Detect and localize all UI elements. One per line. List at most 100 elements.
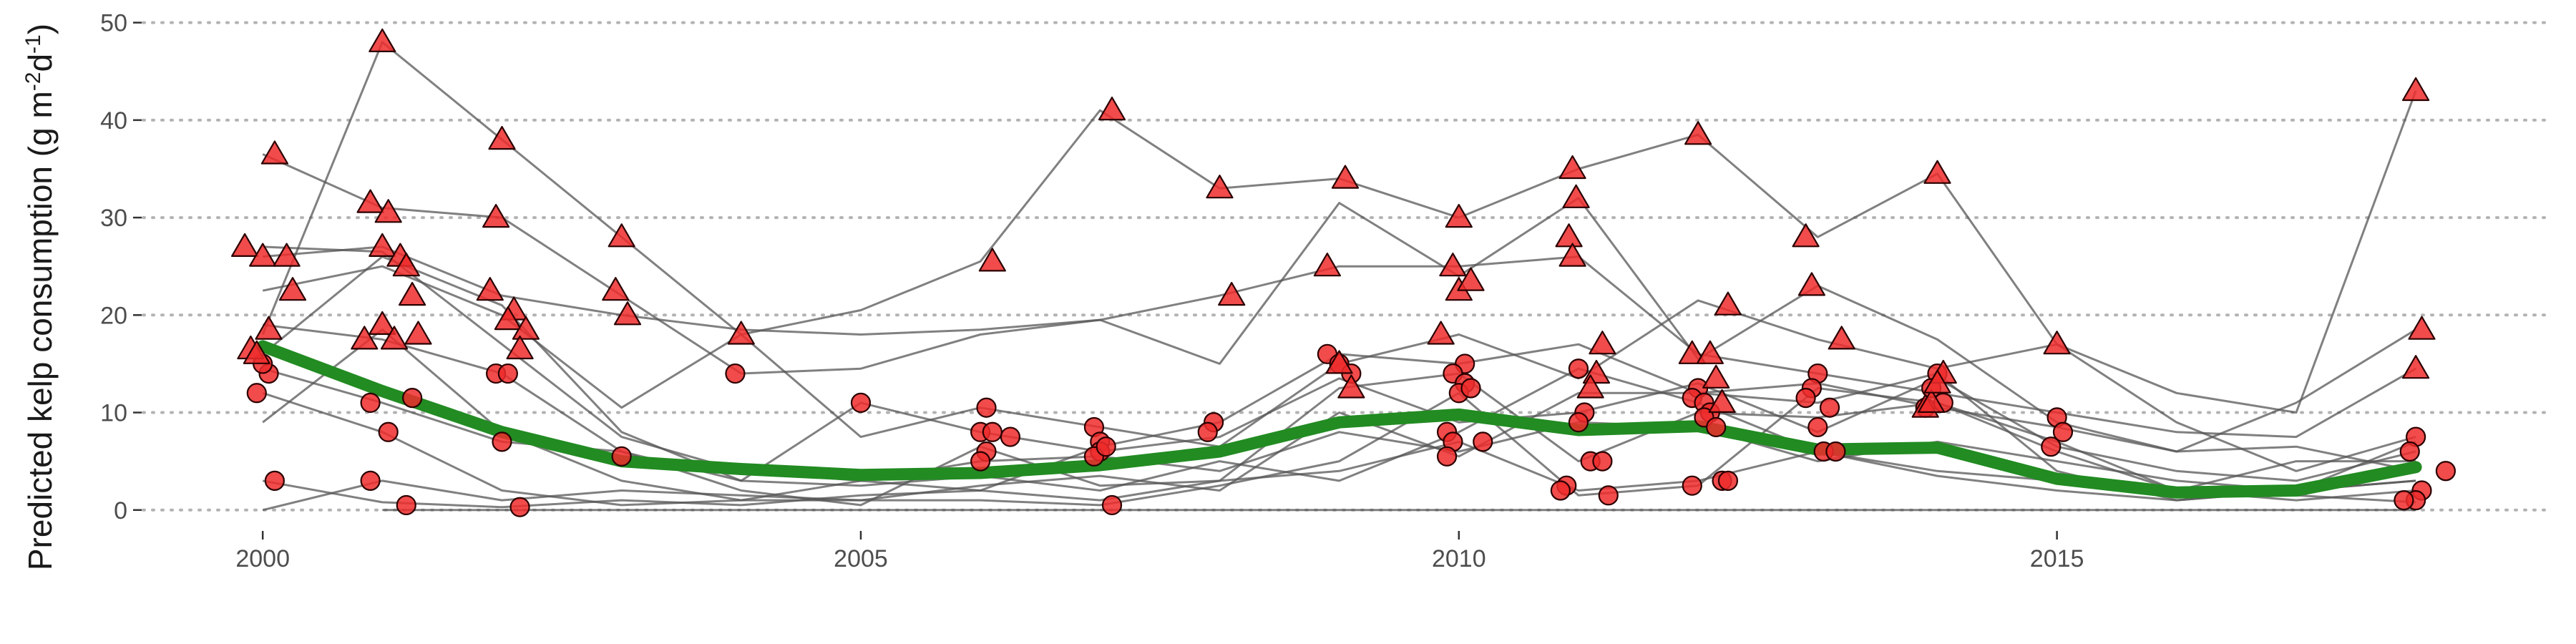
circle-point (1460, 378, 1481, 399)
triangle-point (1923, 369, 1951, 394)
triangle-point (278, 277, 307, 301)
triangle-point (1696, 340, 1724, 364)
triangle-point (1797, 272, 1825, 296)
circle-point (1819, 397, 1840, 418)
triangle-point (1427, 321, 1455, 345)
circle-point (970, 451, 991, 472)
triangle-point (1589, 331, 1616, 355)
triangle-point (369, 28, 396, 53)
triangle-point (356, 189, 384, 213)
triangle-point (608, 223, 635, 248)
triangle-point (1555, 223, 1583, 248)
triangle-point (482, 204, 510, 228)
triangle-point (231, 233, 259, 257)
triangle-point (1684, 121, 1712, 145)
y-tick-label: 30 (100, 205, 127, 232)
x-tick-label: 2010 (1432, 545, 1486, 572)
axes: 0 10 20 30 40 50 2000 2005 2010 2015 (100, 10, 2084, 572)
circle-point (982, 421, 1002, 442)
triangle-point (369, 233, 396, 257)
y-tick-label: 20 (100, 302, 127, 329)
circle-point (1473, 431, 1493, 452)
triangle-point (506, 335, 534, 360)
site-series-line (262, 440, 2416, 509)
triangle-point (2408, 316, 2436, 340)
triangle-point (1439, 253, 1467, 277)
circle-point (2052, 421, 2074, 442)
circle-point (850, 392, 872, 414)
circle-point (264, 470, 285, 491)
triangle-point (512, 316, 540, 340)
circle-point (497, 363, 518, 384)
circle-point (1825, 441, 1846, 462)
triangle-point (494, 306, 522, 331)
triangle-point (1678, 340, 1706, 364)
observation-points (231, 28, 2457, 517)
circle-point (1592, 451, 1613, 472)
triangle-point (1828, 326, 1855, 350)
triangle-point (351, 326, 379, 350)
circle-point (1717, 470, 1739, 491)
triangle-point (1457, 267, 1485, 291)
circle-point (976, 397, 997, 418)
circle-point (378, 421, 399, 442)
triangle-point (380, 326, 409, 350)
triangle-point (398, 282, 426, 306)
triangle-point (1337, 374, 1365, 399)
circle-point (360, 470, 381, 491)
circle-point (1682, 475, 1702, 496)
x-tick-label: 2000 (235, 545, 290, 572)
triangle-point (1325, 350, 1353, 374)
circle-point (396, 494, 416, 516)
circle-point (2435, 461, 2457, 482)
triangle-point (243, 340, 270, 364)
triangle-point (1445, 204, 1473, 228)
triangle-point (727, 321, 755, 345)
triangle-point (249, 243, 277, 267)
y-tick-label: 0 (114, 497, 127, 525)
triangle-point (404, 321, 432, 345)
triangle-point (273, 243, 301, 267)
x-tick-label: 2005 (834, 545, 888, 572)
triangle-point (255, 316, 283, 340)
circle-point (1096, 436, 1116, 457)
circle-point (2399, 441, 2420, 462)
y-tick-label: 10 (100, 400, 127, 427)
triangle-point (1918, 389, 1946, 414)
triangle-point (392, 253, 420, 277)
y-tick-label: 40 (100, 107, 127, 135)
x-tick-label: 2015 (2030, 545, 2084, 572)
circle-point (1197, 421, 1218, 442)
circle-point (360, 392, 381, 414)
triangle-point (260, 140, 288, 165)
circle-point (1550, 480, 1571, 501)
circle-point (1795, 387, 1816, 409)
triangle-point (488, 126, 516, 150)
y-axis-title: Predicted kelp consumption (g m-2d-1) (21, 24, 59, 570)
triangle-point (1218, 282, 1246, 306)
triangle-point (1714, 291, 1742, 316)
triangle-point (1708, 389, 1736, 414)
circle-point (402, 387, 423, 409)
circle-point (2041, 436, 2062, 457)
circle-point (1000, 426, 1021, 447)
triangle-point (476, 277, 504, 301)
triangle-point (1558, 155, 1586, 180)
circle-point (492, 431, 512, 452)
triangle-point (1558, 243, 1586, 267)
triangle-point (1206, 175, 1234, 199)
triangle-point (374, 199, 402, 223)
site-series-line (262, 153, 2416, 453)
triangle-point (2402, 77, 2430, 102)
triangle-point (613, 301, 642, 326)
triangle-point (1792, 223, 1820, 248)
circle-point (1706, 416, 1727, 438)
circle-point (246, 383, 267, 404)
triangle-point (1562, 184, 1590, 208)
circle-point (611, 446, 632, 467)
triangle-point (2402, 355, 2430, 379)
triangle-point (1313, 253, 1342, 277)
triangle-point (2043, 331, 2071, 355)
y-tick-label: 50 (100, 10, 127, 37)
site-series-line (262, 328, 2416, 502)
